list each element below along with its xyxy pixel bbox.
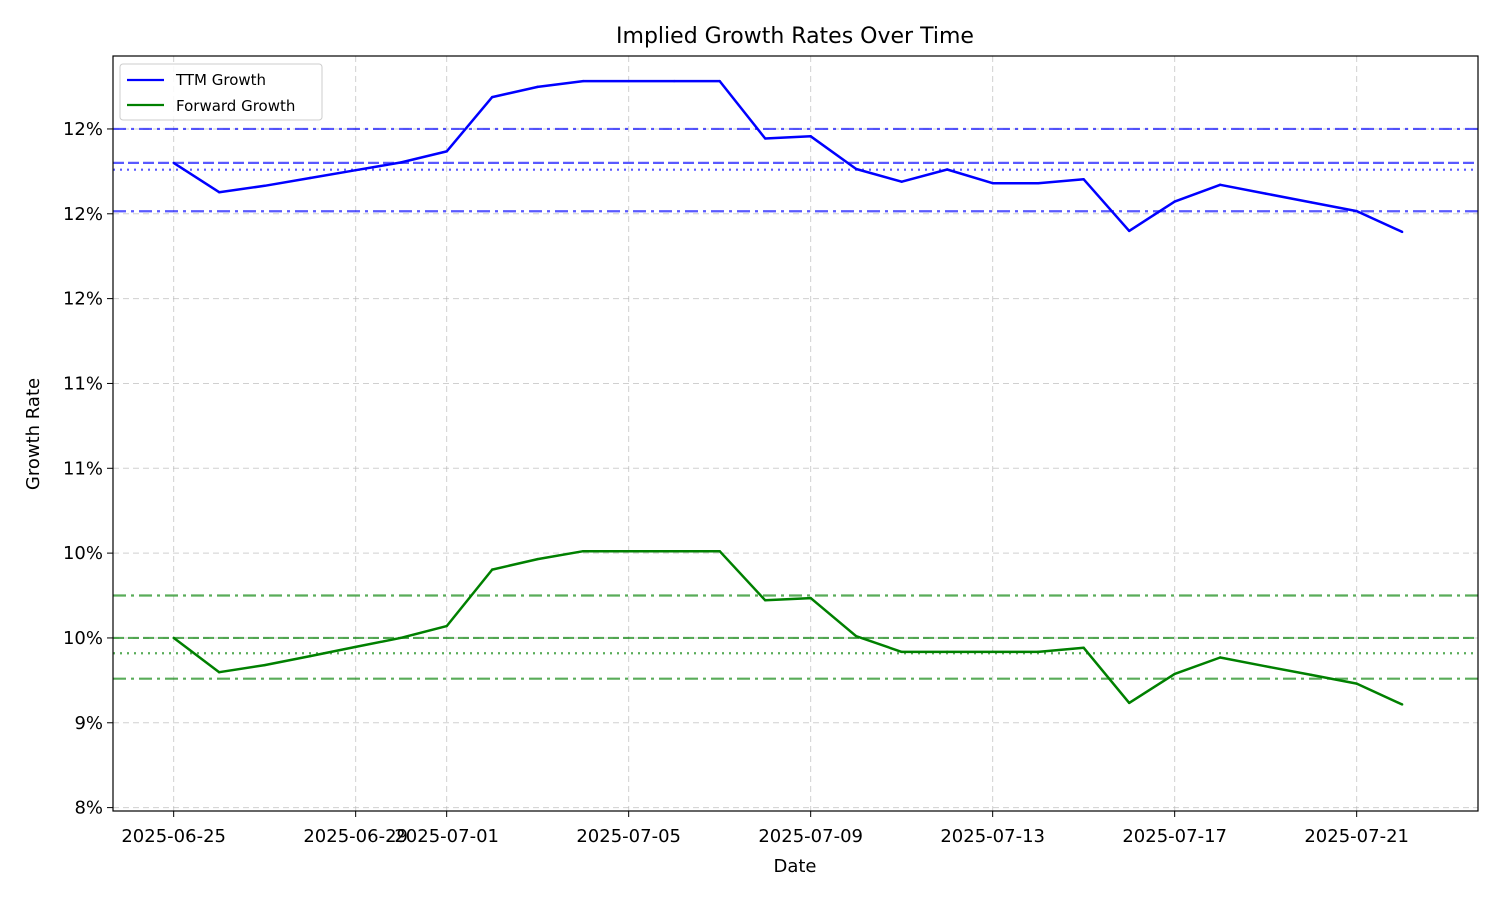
forward-growth-point [581, 550, 585, 553]
ttm-growth-point [1173, 200, 1176, 203]
x-axis-label: Date [773, 856, 816, 877]
ttm-growth-point [172, 161, 175, 165]
x-tick-label: 2025-07-17 [1122, 826, 1227, 847]
ttm-growth-point [445, 150, 448, 153]
ttm-growth-point [945, 168, 949, 171]
ttm-growth-point [1082, 178, 1085, 181]
forward-growth-point [217, 671, 221, 674]
ttm-growth-point [809, 135, 812, 138]
forward-growth-point [1082, 646, 1085, 649]
ttm-growth-point [672, 79, 676, 83]
reference-lines-layer [113, 127, 1478, 680]
forward-growth-point [1400, 703, 1404, 706]
forward-growth-point [763, 599, 767, 602]
y-tick-label: 10% [63, 543, 103, 564]
ttm-growth-point [308, 176, 312, 180]
forward-growth-point [308, 654, 312, 658]
series-layer [172, 79, 1404, 706]
forward-growth-point [1355, 682, 1358, 685]
forward-growth-point [354, 645, 357, 649]
x-tick-label: 2025-07-21 [1304, 826, 1409, 847]
ttm-growth-point [1355, 209, 1358, 213]
forward-growth-point [1127, 701, 1131, 705]
y-tick-label: 12% [63, 119, 103, 140]
x-tick-label: 2025-07-01 [394, 826, 499, 847]
x-tick-label: 2025-06-29 [303, 826, 408, 847]
ttm-growth-point [399, 161, 403, 164]
forward-growth-point [627, 550, 630, 553]
ttm-growth-point [627, 79, 630, 83]
y-tick-label: 10% [63, 628, 103, 649]
forward-growth-point [854, 635, 858, 638]
ttm-growth-point [217, 191, 221, 194]
y-tick-label: 11% [63, 458, 103, 479]
ttm-growth-point [1036, 182, 1040, 185]
y-tick-label: 12% [63, 204, 103, 225]
forward-growth-point [445, 624, 448, 628]
ttm-growth-point [1309, 201, 1313, 204]
x-tick-label: 2025-07-09 [758, 826, 863, 847]
forward-growth-point [399, 636, 403, 639]
legend: TTM Growth Forward Growth [119, 63, 323, 121]
forward-growth-line [172, 549, 1403, 706]
forward-growth-point [1309, 673, 1313, 677]
forward-growth-point [263, 663, 266, 667]
ttm-growth-point [354, 168, 357, 172]
ttm-growth-point [1264, 192, 1267, 195]
ttm-growth-point [991, 182, 994, 185]
ttm-growth-point [263, 184, 266, 187]
y-tick-label: 9% [74, 713, 103, 734]
x-tick-label: 2025-07-05 [576, 826, 681, 847]
forward-growth-point [945, 650, 949, 654]
forward-growth-point [718, 550, 721, 553]
y-tick-label: 8% [74, 798, 103, 819]
ttm-growth-point [900, 180, 903, 183]
ttm-growth-point [536, 85, 539, 89]
legend-label-ttm-growth: TTM Growth [175, 71, 266, 89]
ttm-growth-point [581, 79, 585, 83]
y-axis-label: Growth Rate [23, 378, 44, 490]
ttm-growth-line [173, 79, 1403, 234]
forward-growth-point [490, 568, 494, 571]
y-tick-label: 11% [63, 373, 103, 394]
legend-label-forward-growth: Forward Growth [176, 97, 295, 115]
y-tick-label: 12% [63, 289, 103, 310]
forward-growth-point [172, 636, 175, 640]
plot-area-frame [112, 55, 1479, 812]
forward-growth-point [1218, 656, 1222, 659]
legend-frame [119, 63, 323, 121]
forward-growth-point [900, 650, 903, 654]
forward-growth-point [1264, 665, 1267, 668]
ttm-growth-point [1218, 183, 1222, 186]
ttm-growth-point [490, 95, 494, 99]
ttm-growth-point [763, 137, 767, 140]
x-tick-label: 2025-06-25 [121, 826, 226, 847]
chart-title: Implied Growth Rates Over Time [616, 24, 974, 49]
forward-growth-point [1173, 672, 1176, 676]
ttm-growth-point [1400, 230, 1404, 234]
forward-growth-point [536, 557, 539, 561]
forward-growth-point [809, 596, 812, 600]
ttm-growth-point [854, 167, 858, 171]
x-tick-label: 2025-07-13 [940, 826, 1045, 847]
forward-growth-point [991, 650, 994, 654]
ttm-growth-point [718, 79, 721, 83]
forward-growth-point [1036, 650, 1040, 654]
ttm-growth-point [1127, 229, 1131, 233]
forward-growth-point [672, 550, 676, 553]
